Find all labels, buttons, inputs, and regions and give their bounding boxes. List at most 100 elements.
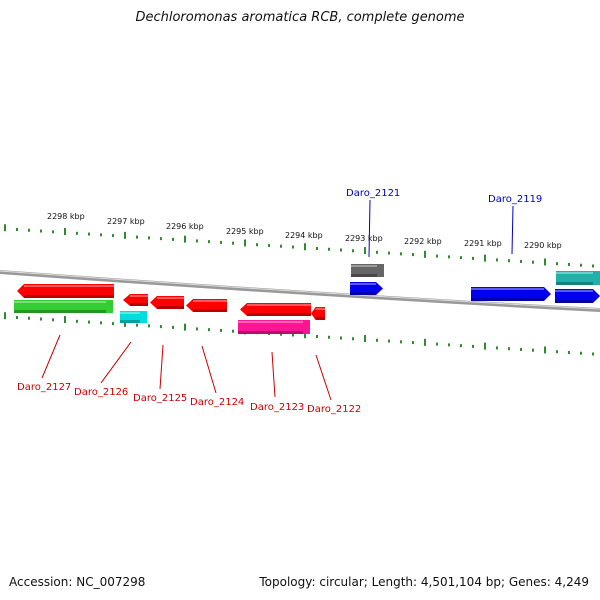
scale-tick bbox=[544, 346, 546, 354]
scale-tick bbox=[124, 319, 126, 327]
gene-feature[interactable] bbox=[186, 299, 227, 312]
scale-tick bbox=[400, 340, 402, 344]
scale-tick bbox=[340, 248, 342, 252]
scale-tick bbox=[172, 237, 174, 241]
gene-features bbox=[14, 264, 600, 334]
scale-tick bbox=[364, 247, 366, 255]
scale-tick bbox=[256, 243, 258, 247]
scale-tick bbox=[412, 253, 414, 257]
topology-text: Topology: circular; Length: 4,501,104 bp… bbox=[259, 575, 589, 589]
scale-label: 2291 kbp bbox=[464, 239, 502, 248]
gene-label[interactable]: Daro_2121 bbox=[346, 188, 400, 199]
scale-label: 2290 kbp bbox=[524, 241, 562, 250]
scale-tick bbox=[448, 343, 450, 347]
scale-tick bbox=[424, 250, 426, 258]
gene-feature[interactable] bbox=[238, 320, 310, 334]
scale-tick bbox=[460, 344, 462, 348]
scale-tick bbox=[4, 224, 6, 232]
scale-tick bbox=[76, 231, 78, 235]
scale-tick bbox=[172, 325, 174, 329]
gene-label[interactable]: Daro_2126 bbox=[74, 387, 128, 398]
gene-feature[interactable] bbox=[555, 289, 600, 303]
scale-tick bbox=[520, 259, 522, 263]
scale-tick bbox=[208, 240, 210, 244]
scale-tick bbox=[160, 325, 162, 329]
scale-tick bbox=[496, 346, 498, 350]
scale-tick bbox=[556, 262, 558, 266]
genome-backbone bbox=[0, 270, 600, 312]
gene-feature[interactable] bbox=[351, 264, 384, 277]
gene-feature[interactable] bbox=[14, 300, 113, 313]
scale-tick bbox=[52, 230, 54, 234]
scale-tick bbox=[136, 323, 138, 327]
scale-tick bbox=[232, 329, 234, 333]
scale-tick bbox=[100, 321, 102, 325]
scale-tick bbox=[376, 338, 378, 342]
leader-line bbox=[100, 341, 132, 384]
gene-label[interactable]: Daro_2119 bbox=[488, 194, 542, 205]
scale-tick bbox=[328, 335, 330, 339]
scale-tick bbox=[124, 231, 126, 239]
scale-tick bbox=[568, 262, 570, 266]
scale-tick bbox=[16, 316, 18, 320]
scale-tick bbox=[580, 263, 582, 267]
gene-feature[interactable] bbox=[150, 296, 184, 309]
scale-tick bbox=[532, 348, 534, 352]
leader-line bbox=[511, 205, 514, 255]
scale-tick bbox=[76, 319, 78, 323]
gene-label[interactable]: Daro_2127 bbox=[17, 382, 71, 393]
scale-tick bbox=[280, 244, 282, 248]
scale-tick bbox=[280, 332, 282, 336]
scale-tick bbox=[472, 344, 474, 348]
scale-tick bbox=[64, 316, 66, 324]
scale-tick bbox=[484, 254, 486, 262]
scale-tick bbox=[316, 247, 318, 251]
scale-tick bbox=[184, 235, 186, 243]
scale-tick bbox=[292, 333, 294, 337]
gene-feature[interactable] bbox=[556, 271, 600, 285]
scale-tick bbox=[328, 247, 330, 251]
scale-tick bbox=[508, 347, 510, 351]
gene-label[interactable]: Daro_2123 bbox=[250, 402, 304, 413]
gene-feature[interactable] bbox=[120, 311, 147, 323]
gene-feature[interactable] bbox=[471, 287, 551, 301]
gene-feature[interactable] bbox=[17, 284, 114, 298]
scale-tick bbox=[496, 258, 498, 262]
gene-feature[interactable] bbox=[123, 294, 148, 306]
accession-text: Accession: NC_007298 bbox=[9, 575, 146, 589]
scale-tick bbox=[376, 250, 378, 254]
upper-scale-ticks bbox=[4, 224, 594, 268]
gene-label[interactable]: Daro_2124 bbox=[190, 397, 244, 408]
scale-tick bbox=[148, 324, 150, 328]
leader-line bbox=[368, 199, 371, 258]
scale-tick bbox=[304, 243, 306, 251]
leader-line bbox=[315, 354, 332, 401]
scale-tick bbox=[184, 323, 186, 331]
scale-tick bbox=[220, 328, 222, 332]
gene-feature[interactable] bbox=[311, 307, 325, 320]
scale-tick bbox=[520, 347, 522, 351]
scale-tick bbox=[232, 241, 234, 245]
scale-tick bbox=[568, 350, 570, 354]
lower-scale-ticks bbox=[4, 312, 594, 356]
scale-tick bbox=[436, 254, 438, 258]
scale-tick bbox=[388, 251, 390, 255]
gene-label[interactable]: Daro_2125 bbox=[133, 393, 187, 404]
scale-tick bbox=[40, 229, 42, 233]
leader-line bbox=[201, 345, 217, 394]
scale-tick bbox=[136, 235, 138, 239]
scale-tick bbox=[304, 331, 306, 339]
gene-labels: Daro_2127 Daro_2126 Daro_2125 Daro_2124 Daro… bbox=[17, 188, 542, 415]
scale-tick bbox=[592, 264, 594, 268]
gene-feature[interactable] bbox=[240, 303, 311, 316]
scale-tick bbox=[352, 249, 354, 253]
scale-tick bbox=[88, 232, 90, 236]
scale-tick bbox=[112, 322, 114, 326]
scale-tick bbox=[592, 352, 594, 356]
scale-tick bbox=[556, 350, 558, 354]
scale-tick bbox=[472, 256, 474, 260]
gene-label[interactable]: Daro_2122 bbox=[307, 404, 361, 415]
scale-tick bbox=[160, 237, 162, 241]
scale-tick bbox=[484, 342, 486, 350]
gene-feature[interactable] bbox=[350, 282, 383, 295]
